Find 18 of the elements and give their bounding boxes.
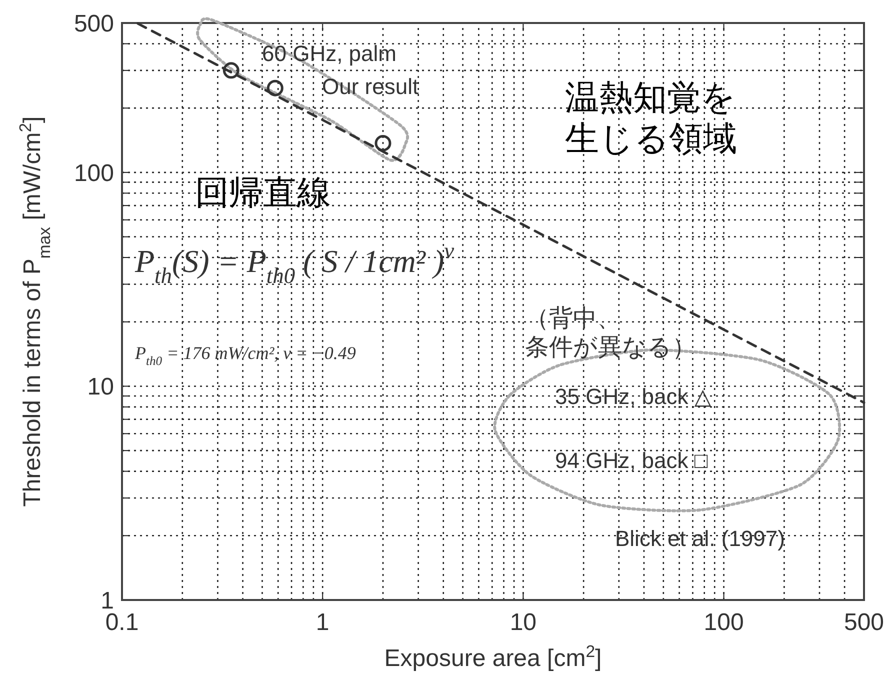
annotation: 35 GHz, back △ bbox=[555, 384, 712, 409]
annotation: 回帰直線 bbox=[195, 174, 331, 212]
x-tick-label: 500 bbox=[844, 609, 884, 636]
annotation: Our result bbox=[322, 74, 419, 99]
annotation: 94 GHz, back □ bbox=[555, 448, 708, 473]
annotation: 温熱知覚を生じる領域 bbox=[565, 78, 737, 158]
annotation: （背中、条件が異なる） bbox=[525, 305, 696, 362]
x-tick-label: 100 bbox=[704, 609, 744, 636]
annotation: 60 GHz, palm bbox=[262, 40, 396, 66]
y-tick-label: 100 bbox=[74, 160, 114, 187]
y-tick-label: 10 bbox=[87, 374, 114, 401]
annotation: P$_{th0}$ = 176 mW/cm², ν = −0.49 bbox=[134, 343, 356, 368]
x-tick-label: 1 bbox=[316, 609, 330, 636]
x-axis-title: Exposure area [cm$^{2}$] bbox=[384, 642, 602, 672]
annotation: Blick et al. (1997) bbox=[615, 526, 785, 551]
x-tick-label: 10 bbox=[510, 609, 537, 636]
annotation: P$_{th}$(S) = P$_{th0}$ ( S / 1cm² )$^{ν}$ bbox=[134, 238, 454, 288]
y-tick-label: 500 bbox=[74, 10, 114, 38]
